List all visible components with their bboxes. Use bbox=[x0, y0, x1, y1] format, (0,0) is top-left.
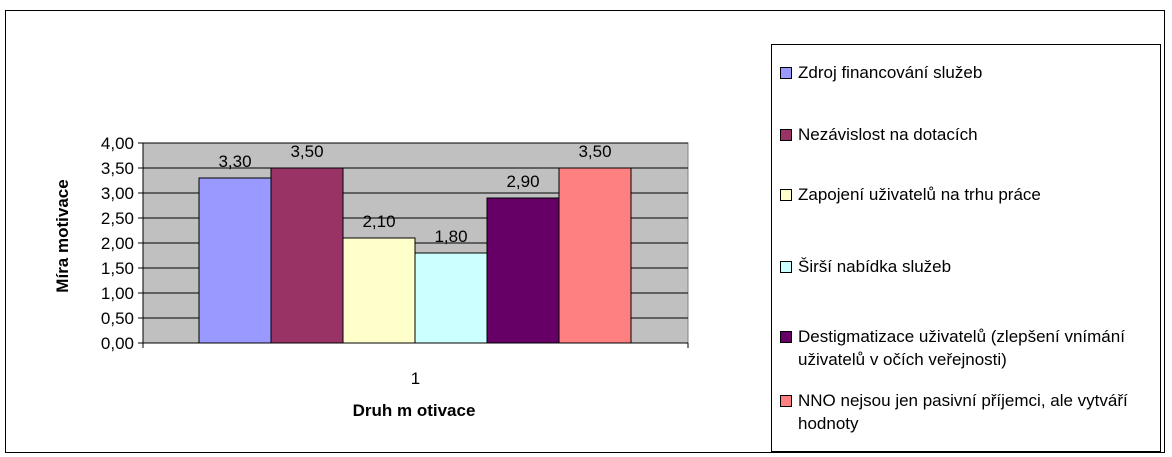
legend-swatch bbox=[780, 67, 792, 79]
legend-item: Nezávislost na dotacích bbox=[780, 123, 1155, 146]
y-tick-label: 3,50 bbox=[101, 159, 134, 178]
legend-label: Nezávislost na dotacích bbox=[798, 125, 978, 144]
data-label: 1,80 bbox=[434, 227, 467, 246]
bar bbox=[270, 167, 344, 344]
data-label: 2,90 bbox=[506, 172, 539, 191]
y-tick-label: 1,50 bbox=[101, 259, 134, 278]
data-label: 3,50 bbox=[578, 142, 611, 161]
y-tick-label: 0,50 bbox=[101, 309, 134, 328]
legend-item: NNO nejsou jen pasivní příjemci, ale vyt… bbox=[780, 389, 1155, 435]
data-label: 2,10 bbox=[362, 212, 395, 231]
y-tick-label: 2,00 bbox=[101, 234, 134, 253]
legend-swatch bbox=[780, 261, 792, 273]
chart-area: 0,00 0,50 1,00 1,50 2,00 2,50 3,00 3,50 4,00 1 3,… bbox=[5, 10, 1165, 453]
bar bbox=[198, 177, 272, 344]
data-label: 3,50 bbox=[290, 142, 323, 161]
y-tick-label: 2,50 bbox=[101, 209, 134, 228]
bar bbox=[342, 237, 416, 344]
legend-label: Destigmatizace uživatelů (zlepšení vnímá… bbox=[798, 327, 1125, 369]
bar-chart: 0,00 0,50 1,00 1,50 2,00 2,50 3,00 3,50 4,00 1 3,… bbox=[53, 134, 689, 420]
bar bbox=[558, 167, 632, 344]
legend-item: Destigmatizace uživatelů (zlepšení vnímá… bbox=[780, 325, 1155, 371]
legend-swatch bbox=[780, 189, 792, 201]
legend-swatch bbox=[780, 395, 792, 407]
legend-item: Širší nabídka služeb bbox=[780, 255, 1155, 278]
y-axis-title: Míra motivace bbox=[53, 179, 72, 292]
legend-item: Zapojení uživatelů na trhu práce bbox=[780, 183, 1155, 206]
legend-swatch bbox=[780, 331, 792, 343]
legend-label: Zapojení uživatelů na trhu práce bbox=[798, 185, 1041, 204]
y-tick-label: 0,00 bbox=[101, 334, 134, 353]
legend-label: Zdroj financování služeb bbox=[798, 63, 983, 82]
legend-item: Zdroj financování služeb bbox=[780, 61, 1155, 84]
x-tick-label: 1 bbox=[411, 369, 420, 388]
y-tick-label: 1,00 bbox=[101, 284, 134, 303]
data-label: 3,30 bbox=[218, 152, 251, 171]
legend-label: NNO nejsou jen pasivní příjemci, ale vyt… bbox=[798, 391, 1128, 433]
bar bbox=[414, 252, 488, 344]
y-tick-label: 4,00 bbox=[101, 134, 134, 153]
x-axis-title: Druh m otivace bbox=[353, 401, 476, 420]
legend: Zdroj financování služeb Nezávislost na d… bbox=[771, 44, 1161, 452]
legend-swatch bbox=[780, 129, 792, 141]
legend-label: Širší nabídka služeb bbox=[798, 257, 952, 276]
bar bbox=[486, 197, 560, 344]
y-tick-label: 3,00 bbox=[101, 184, 134, 203]
